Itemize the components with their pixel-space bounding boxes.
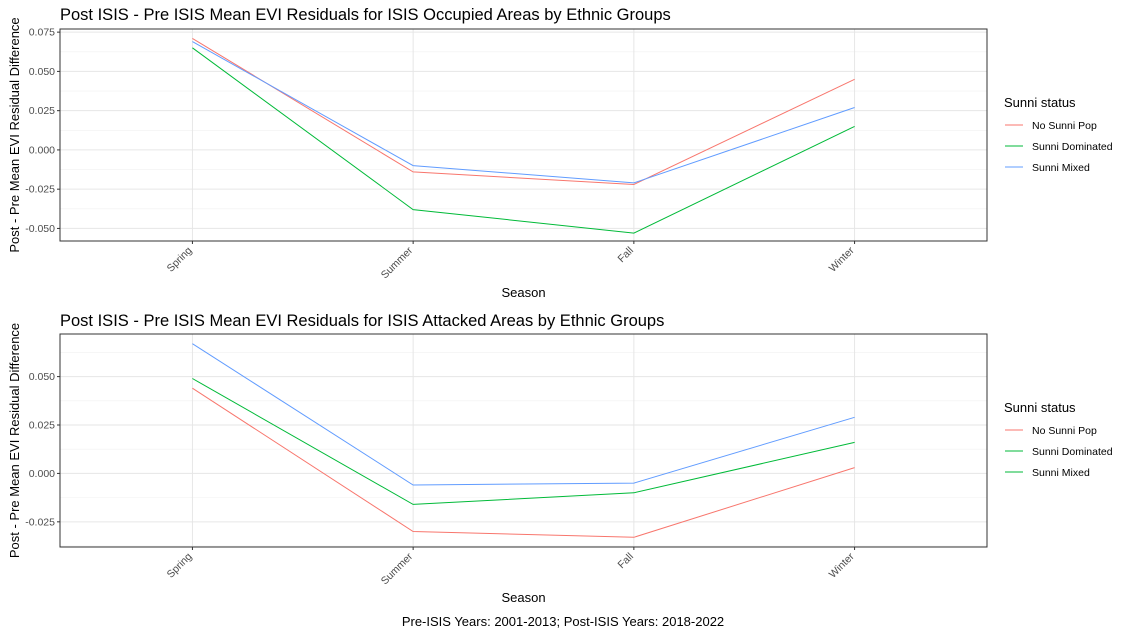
x-tick-label: Summer xyxy=(379,244,416,281)
y-tick-label: 0.025 xyxy=(29,420,55,432)
legend-title: Sunni status xyxy=(1004,400,1076,415)
series-line-sunni-mixed xyxy=(192,41,855,184)
x-tick-label: Spring xyxy=(165,245,195,275)
legend-label: Sunni Dominated xyxy=(1032,446,1113,458)
plot-border xyxy=(59,28,988,242)
y-tick-label: 0.000 xyxy=(29,468,55,480)
x-axis-title: Season xyxy=(501,285,545,300)
x-tick-label: Fall xyxy=(616,551,636,571)
chart-title: Post ISIS - Pre ISIS Mean EVI Residuals … xyxy=(60,312,664,330)
y-tick-label: 0.025 xyxy=(29,105,55,117)
legend-label: Sunni Mixed xyxy=(1032,467,1090,479)
legend-label: No Sunni Pop xyxy=(1032,120,1097,132)
y-tick-label: -0.025 xyxy=(25,516,55,528)
chart-title: Post ISIS - Pre ISIS Mean EVI Residuals … xyxy=(60,6,671,24)
x-tick-label: Winter xyxy=(827,550,857,580)
x-tick-label: Spring xyxy=(165,551,195,581)
figure-caption: Pre-ISIS Years: 2001-2013; Post-ISIS Yea… xyxy=(402,614,724,629)
chart-occupied-areas: Post ISIS - Pre ISIS Mean EVI Residuals … xyxy=(7,6,1113,300)
y-tick-label: -0.050 xyxy=(25,223,55,235)
x-axis-title: Season xyxy=(501,590,545,605)
x-tick-label: Fall xyxy=(616,245,636,265)
y-axis-title: Post - Pre Mean EVI Residual Difference xyxy=(7,17,22,252)
chart-attacked-areas: Post ISIS - Pre ISIS Mean EVI Residuals … xyxy=(7,312,1113,605)
series-line-sunni-dominated xyxy=(192,378,855,505)
series-line-no-sunni-pop xyxy=(192,387,855,538)
plot-panel xyxy=(60,334,987,547)
legend: Sunni status No Sunni Pop Sunni Dominated S… xyxy=(1004,95,1113,174)
plot-border xyxy=(59,333,988,548)
legend: Sunni status No Sunni Pop Sunni Dominated S… xyxy=(1004,400,1113,479)
series-line-sunni-mixed xyxy=(192,343,855,486)
y-tick-label: -0.025 xyxy=(25,184,55,196)
legend-label: Sunni Mixed xyxy=(1032,162,1090,174)
plot-panel xyxy=(60,29,987,241)
y-axis-title: Post - Pre Mean EVI Residual Difference xyxy=(7,323,22,558)
x-tick-label: Summer xyxy=(379,550,416,587)
legend-title: Sunni status xyxy=(1004,95,1076,110)
x-tick-label: Winter xyxy=(827,244,857,274)
series-line-no-sunni-pop xyxy=(192,37,855,186)
legend-label: No Sunni Pop xyxy=(1032,425,1097,437)
y-tick-label: 0.050 xyxy=(29,66,55,78)
y-tick-label: 0.050 xyxy=(29,371,55,383)
y-tick-label: 0.075 xyxy=(29,27,55,39)
legend-label: Sunni Dominated xyxy=(1032,141,1113,153)
y-tick-label: 0.000 xyxy=(29,144,55,156)
series-line-sunni-dominated xyxy=(192,47,855,234)
